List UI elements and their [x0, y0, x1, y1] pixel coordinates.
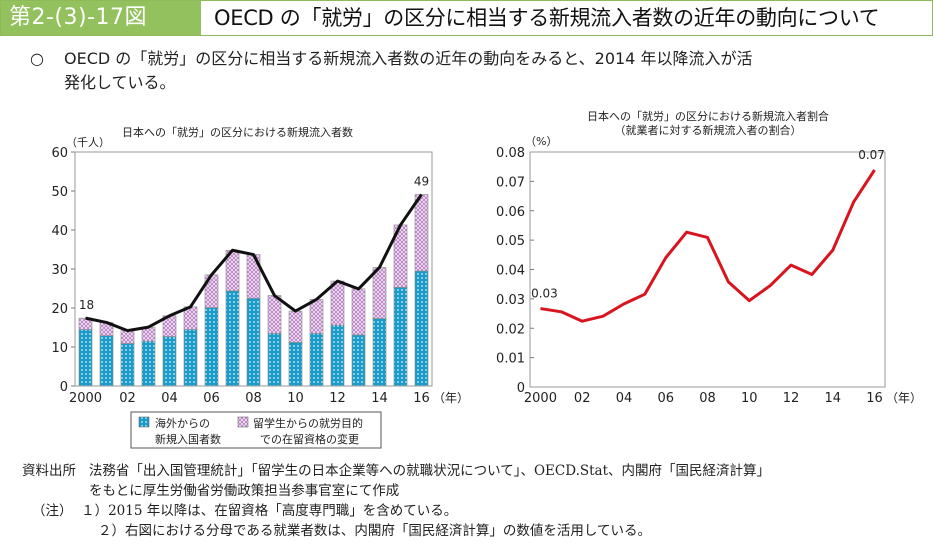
left-y-unit: （千人） [66, 136, 110, 149]
bar-overseas [78, 329, 93, 387]
bar-overseas [99, 335, 114, 387]
left-y-tick-label: 60 [51, 146, 68, 161]
right-x-unit: （年） [886, 391, 922, 405]
inflow-count-chart: 日本への「就労」の区分における新規流入者数 （千人） 0 10 20 30 40 50 60… [51, 125, 469, 449]
right-x-tick-label: 10 [741, 391, 758, 406]
bar-student [309, 299, 324, 334]
legend-label-overseas-1: 海外からの [155, 416, 210, 430]
bar-overseas [330, 324, 345, 387]
bar-student [351, 288, 366, 336]
right-y-tick-label: 0.05 [496, 234, 525, 249]
source-label: 資料出所 [22, 463, 76, 479]
legend-swatch-overseas [138, 416, 150, 428]
right-chart-subtitle: （就業者に対する新規流入者の割合） [615, 123, 802, 137]
bar-student [120, 330, 135, 344]
right-y-tick-label: 0.06 [496, 205, 525, 220]
right-y-tick-label: 0.01 [496, 352, 525, 367]
right-x-tick-label: 2000 [524, 391, 557, 406]
left-y-tick-label: 50 [51, 185, 68, 200]
ratio-line [540, 169, 876, 323]
figure-header: 第2-(3)-17図 OECD の「就労」の区分に相当する新規流入者数の近年の動… [0, 0, 933, 36]
bar-overseas [351, 334, 366, 387]
right-y-tick-label: 0.02 [496, 322, 525, 337]
figure-number: 第2-(3)-17図 [1, 1, 201, 35]
summary-line-2: 発化している。 [64, 73, 176, 92]
right-x-tick-label: 12 [783, 391, 800, 406]
note-2: ２）右図における分母である就業者数は、内閣府「国民経済計算」の数値を活用している… [98, 523, 651, 539]
legend-label-overseas-2: 新規入国者数 [155, 432, 221, 446]
footer-notes: 資料出所 法務省「出入国管理統計」「留学生の日本企業等への就職状況について」、O… [22, 461, 770, 541]
total-line [85, 193, 423, 333]
bar-student [330, 280, 345, 326]
left-y-tick-label: 40 [51, 224, 68, 239]
bar-overseas [162, 336, 177, 387]
left-x-tick-label: 08 [245, 391, 262, 406]
bar-overseas [288, 342, 303, 387]
note-label: （注） [32, 503, 73, 519]
left-data-label: 18 [79, 298, 94, 312]
right-x-tick-label: 16 [866, 391, 883, 406]
right-y-unit: （%） [525, 135, 557, 148]
bullet-icon: ○ [30, 49, 44, 68]
bar-overseas [246, 297, 261, 387]
figure-title: OECD の「就労」の区分に相当する新規流入者数の近年の動向について [214, 6, 880, 30]
right-y-tick-label: 0.03 [496, 293, 525, 308]
right-y-tick-label: 0 [517, 381, 525, 396]
bar-overseas [183, 329, 198, 387]
legend-label-student-1: 留学生からの就労目的 [253, 416, 363, 430]
left-chart-title: 日本への「就労」の区分における新規流入者数 [122, 125, 353, 139]
bar-overseas [225, 290, 240, 387]
right-x-tick-label: 14 [825, 391, 842, 406]
summary-line-1: OECD の「就労」の区分に相当する新規流入者数の近年の動向をみると、2014 … [64, 49, 753, 68]
left-plot-frame [74, 151, 433, 387]
left-x-tick-label: 02 [119, 391, 136, 406]
left-y-tick-label: 0 [60, 380, 68, 395]
left-x-tick-label: 14 [371, 391, 388, 406]
left-x-tick-label: 2000 [69, 391, 102, 406]
legend-swatch-student [237, 416, 249, 428]
right-y-tick-label: 0.04 [496, 264, 525, 279]
source-text-2: をもとに厚生労働省労働政策担当参事官室にて作成 [89, 483, 400, 499]
bar-overseas [309, 333, 324, 387]
right-y-tick-label: 0.07 [496, 175, 525, 190]
left-y-tick-label: 20 [51, 302, 68, 317]
left-x-tick-label: 10 [287, 391, 304, 406]
left-x-tick-label: 04 [161, 391, 178, 406]
right-y-tick-label: 0.08 [496, 146, 525, 161]
left-x-tick-label: 12 [329, 391, 346, 406]
bar-student [414, 194, 429, 272]
right-x-tick-label: 08 [699, 391, 716, 406]
inflow-ratio-chart: 日本への「就労」の区分における新規流入者割合 （就業者に対する新規流入者の割合）… [496, 109, 922, 406]
bar-overseas [372, 318, 387, 387]
left-x-tick-label: 06 [203, 391, 220, 406]
summary-text: ○ OECD の「就労」の区分に相当する新規流入者数の近年の動向をみると、2014… [30, 47, 920, 95]
right-x-tick-label: 06 [657, 391, 674, 406]
bar-overseas [414, 270, 429, 387]
bar-student [288, 310, 303, 343]
bar-overseas [120, 343, 135, 387]
right-x-tick-label: 04 [616, 391, 633, 406]
left-x-tick-label: 16 [413, 391, 430, 406]
left-x-unit: （年） [433, 391, 469, 405]
bar-student [372, 267, 387, 319]
right-x-tick-label: 02 [574, 391, 591, 406]
left-data-label: 49 [414, 175, 429, 189]
right-chart-title: 日本への「就労」の区分における新規流入者割合 [587, 109, 829, 123]
bar-overseas [204, 307, 219, 387]
bar-overseas [393, 287, 408, 387]
bar-overseas [141, 340, 156, 387]
right-plot-frame [529, 151, 886, 388]
bar-overseas [267, 333, 282, 387]
left-y-tick-label: 10 [51, 341, 68, 356]
left-legend: 海外からの 新規入国者数 留学生からの就労目的 での在留資格の変更 [130, 411, 382, 449]
right-data-label: 0.03 [531, 287, 558, 301]
legend-label-student-2: での在留資格の変更 [260, 432, 359, 446]
source-text: 法務省「出入国管理統計」「留学生の日本企業等への就職状況について」、OECD.S… [88, 463, 771, 479]
left-y-tick-label: 30 [51, 263, 68, 278]
bar-student [267, 295, 282, 334]
right-data-label: 0.07 [858, 148, 885, 162]
note-1: １）2015 年以降は、在留資格「高度専門職」を含めている。 [81, 503, 458, 519]
